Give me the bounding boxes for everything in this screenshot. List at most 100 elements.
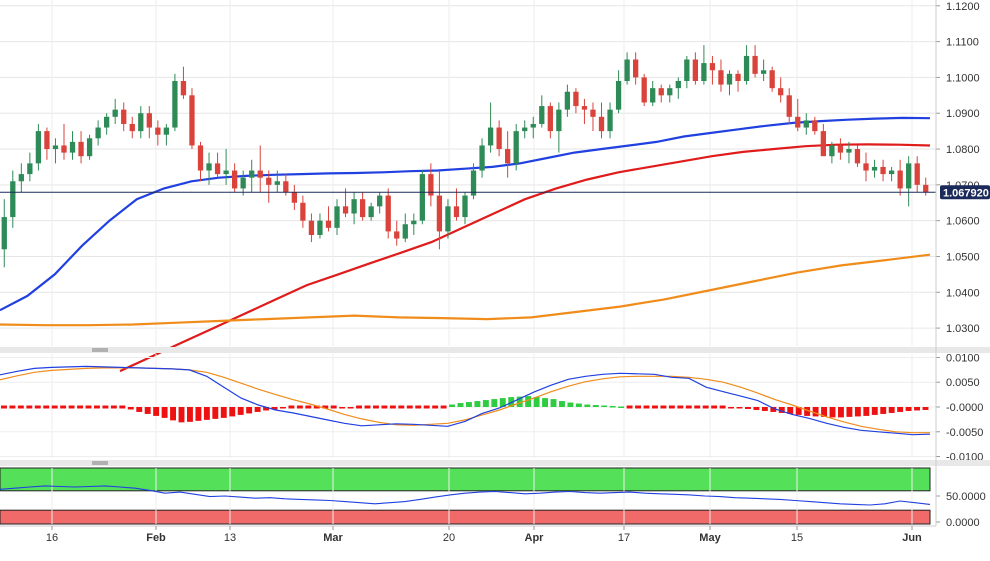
macd-histogram-bar <box>854 407 861 417</box>
candle <box>453 188 460 221</box>
panel-divider[interactable] <box>0 460 990 466</box>
macd-histogram-bar <box>339 407 346 409</box>
candle <box>632 52 639 85</box>
macd-histogram-bar <box>68 405 75 409</box>
candle <box>760 59 767 81</box>
macd-histogram-bar <box>102 405 109 409</box>
candle <box>231 163 238 193</box>
macd-histogram-bar <box>711 405 718 409</box>
resize-handle-icon[interactable] <box>92 461 108 465</box>
candle <box>223 149 229 185</box>
candle <box>445 199 451 239</box>
macd-histogram-bar <box>635 405 642 409</box>
rsi-line <box>0 485 931 506</box>
macd-histogram-bar <box>161 407 168 418</box>
resize-handle-icon[interactable] <box>92 348 108 352</box>
candle <box>598 102 605 139</box>
macd-histogram-bar <box>660 405 667 409</box>
candle <box>522 120 528 139</box>
macd-histogram-bar <box>542 398 549 407</box>
candle <box>812 116 818 135</box>
candle <box>513 123 519 171</box>
macd-histogram-bar <box>677 405 684 409</box>
candle <box>44 127 50 160</box>
price-tick-label: 1.0600 <box>946 216 980 228</box>
candle <box>803 113 809 135</box>
candle <box>846 141 852 164</box>
candle <box>18 163 24 193</box>
price-tick-label: 1.1000 <box>946 72 980 84</box>
time-tick-label: 13 <box>224 532 236 544</box>
candle <box>86 134 93 160</box>
macd-histogram-bar <box>271 407 278 410</box>
macd-histogram-bar <box>736 407 743 409</box>
macd-histogram-bar <box>812 407 819 417</box>
candle <box>641 73 647 107</box>
candle <box>325 206 332 232</box>
macd-histogram-bar <box>170 407 177 421</box>
macd-histogram-bar <box>364 405 371 409</box>
candle <box>180 66 187 99</box>
time-axis: 16 Feb 13 Mar 20 Apr 17 May 15 Jun <box>0 525 990 561</box>
panel-divider[interactable] <box>0 347 990 353</box>
macd-histogram-bar <box>499 398 506 407</box>
macd-histogram-bar <box>778 407 785 413</box>
macd-histogram-bar <box>795 407 802 415</box>
candle <box>607 102 613 139</box>
candle <box>402 213 408 243</box>
candle <box>274 170 280 193</box>
candle <box>146 106 152 139</box>
candle <box>359 192 366 221</box>
macd-histogram-bar <box>246 407 253 414</box>
candle <box>428 163 434 207</box>
price-tick-label: 1.0300 <box>946 323 980 335</box>
candle <box>163 123 170 146</box>
macd-histogram-bar <box>127 407 134 410</box>
macd-histogram-bar <box>888 407 895 413</box>
macd-histogram-bar <box>694 405 701 409</box>
macd-histogram-bar <box>474 401 481 407</box>
candle <box>863 152 869 182</box>
macd-tick-label: -0.0000 <box>946 402 983 414</box>
macd-line <box>0 365 931 436</box>
macd-histogram-bar <box>34 405 41 409</box>
macd-histogram-bar <box>516 396 523 407</box>
candle <box>69 131 76 160</box>
macd-histogram-bar <box>415 405 422 409</box>
macd-histogram-bar <box>237 407 244 415</box>
candle <box>650 80 656 107</box>
macd-histogram-bar <box>423 405 430 409</box>
candle <box>564 84 571 117</box>
macd-histogram-bar <box>17 405 24 409</box>
candle <box>214 152 221 178</box>
candle <box>52 138 59 164</box>
candle <box>701 45 707 85</box>
macd-histogram-bar <box>643 405 650 409</box>
macd-histogram-bar <box>263 407 270 411</box>
macd-histogram-bar <box>922 407 929 410</box>
price-tick-label: 1.0500 <box>946 251 980 263</box>
macd-histogram-bar <box>584 404 591 407</box>
macd-histogram-bar <box>187 407 193 422</box>
macd-histogram-bar <box>626 405 633 409</box>
candle <box>743 45 750 85</box>
candle <box>206 152 212 185</box>
rsi-tick-label: 50.0000 <box>946 491 986 503</box>
macd-histogram-bar <box>702 405 709 409</box>
candle <box>496 120 502 157</box>
candle <box>573 88 579 114</box>
macd-histogram-bar <box>313 405 320 409</box>
macd-histogram-bar <box>110 405 117 409</box>
candle <box>436 170 443 250</box>
macd-histogram-bar <box>482 400 489 407</box>
macd-histogram-bar <box>356 405 363 409</box>
time-tick-label: 15 <box>791 532 803 544</box>
macd-histogram-bar <box>897 407 904 412</box>
candle <box>487 102 494 153</box>
macd-histogram-bar <box>195 407 202 421</box>
candle <box>530 116 536 139</box>
macd-histogram-bar <box>804 407 811 416</box>
current-price-label: 1.067920 <box>943 187 989 199</box>
macd-histogram-bar <box>153 407 160 416</box>
